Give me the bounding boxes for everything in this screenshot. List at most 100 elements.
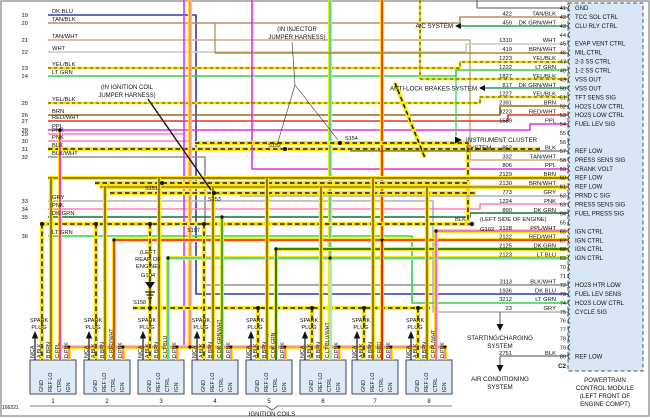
left-pin-number: 23 bbox=[22, 66, 28, 72]
coil-terminal-label: REF LO bbox=[156, 373, 162, 392]
pcm-pin-function: TCC SOL CTRL bbox=[575, 15, 619, 21]
wire bbox=[251, 0, 568, 170]
harness-note: JUMPER HARNESS) bbox=[98, 93, 155, 99]
pcm-pin-bracket bbox=[567, 76, 571, 83]
wire-color-label: BRN/WHT bbox=[529, 181, 557, 187]
spark-plug-arrow-icon bbox=[353, 331, 361, 339]
left-pin-number: 32 bbox=[22, 155, 28, 161]
wire-color-label: PPL bbox=[545, 119, 557, 125]
spark-plug-arrow-icon bbox=[301, 331, 309, 339]
splice-dot bbox=[328, 256, 332, 260]
splice-id: S157 bbox=[187, 228, 200, 234]
coil-wire-label: A BLK bbox=[145, 343, 151, 358]
ground-location-note: (LEFT SIDE OF ENGINE) bbox=[480, 217, 547, 223]
pcm-pin-function: 2-3 SS CTRL bbox=[575, 60, 611, 66]
pcm-pin-number: 45 bbox=[560, 42, 566, 48]
wire-circuit-number: 3113 bbox=[500, 279, 512, 285]
wire-color-label: BRN bbox=[544, 101, 556, 107]
coil-number: 6 bbox=[321, 399, 325, 405]
left-pin-number: 34 bbox=[22, 207, 29, 213]
pcm-pin-number: 46 bbox=[560, 51, 566, 57]
coil-wire-label: C LT BLU bbox=[163, 335, 169, 358]
left-pin-number: 25 bbox=[22, 101, 28, 107]
splice-dot bbox=[443, 345, 447, 349]
pcm-pin-function: PRESS SENS SIG bbox=[575, 158, 626, 164]
left-pin-wire-color: PNK bbox=[52, 135, 64, 141]
coil-wire-label: D PNK bbox=[64, 342, 70, 358]
spark-plug-label: PLUG bbox=[139, 325, 154, 331]
wire-circuit-number: 2391 bbox=[499, 101, 512, 107]
system-ref: AIR CONDITIONING bbox=[471, 376, 529, 383]
pcm-pin-number: 65 bbox=[560, 220, 566, 226]
coil-group-brace bbox=[30, 405, 452, 411]
left-pin-wire-color: DK BLU bbox=[52, 9, 73, 15]
pcm-pin-number: 75 bbox=[560, 310, 566, 316]
pcm-pin-bracket bbox=[567, 49, 571, 56]
pcm-pin-number: 57 bbox=[560, 149, 566, 155]
wire-color-label: TAN/WHT bbox=[530, 154, 556, 160]
pcm-pin-bracket bbox=[567, 353, 571, 360]
spark-plug-label: PLUG bbox=[193, 325, 208, 331]
coil-number: 7 bbox=[373, 399, 377, 405]
wire bbox=[48, 114, 568, 122]
splice-dot bbox=[283, 147, 287, 151]
coil-terminal-label: IGN bbox=[442, 382, 448, 392]
splice-dot bbox=[175, 345, 179, 349]
coil-wire-label: C DK GRN/WHT bbox=[217, 319, 223, 358]
junction-layer bbox=[31, 4, 571, 372]
left-pin-number: 19 bbox=[22, 13, 28, 19]
left-pin-wire-color: WHT bbox=[52, 46, 66, 52]
wire-circuit-number: 890 bbox=[502, 208, 512, 214]
pcm-pin-function: VSS OUT bbox=[575, 86, 602, 92]
coil-wire-label: B BRN bbox=[262, 342, 268, 358]
pcm-pin-bracket bbox=[567, 192, 571, 199]
callout-line bbox=[291, 41, 296, 86]
spark-plug-arrow-icon bbox=[193, 331, 201, 339]
coil-wire-label: D PNK bbox=[280, 342, 286, 358]
splice-dot bbox=[121, 345, 125, 349]
wire-circuit-number: 2122 bbox=[499, 235, 512, 241]
pcm-pin-function: GND bbox=[575, 6, 589, 12]
wire-color-label: DK GRN bbox=[533, 208, 556, 214]
coil-wire-label: N/CA bbox=[30, 345, 36, 358]
pcm-pin-bracket bbox=[567, 326, 571, 333]
splice-dot bbox=[220, 215, 224, 219]
coil-number: 8 bbox=[427, 399, 431, 405]
coil-terminal-label: GND bbox=[415, 380, 421, 392]
left-pin-number: 22 bbox=[22, 50, 28, 56]
pcm-module-name: (LEFT FRONT OF bbox=[580, 393, 631, 400]
pcm-pin-function: HO2S HTR LOW bbox=[575, 283, 621, 289]
pcm-pin-bracket bbox=[567, 31, 571, 39]
right-arrow-icon bbox=[455, 136, 462, 144]
ignition-coil-box bbox=[137, 359, 185, 395]
coil-terminal-label: CTRL bbox=[433, 378, 439, 392]
wire bbox=[48, 105, 568, 116]
left-pin-number: 35 bbox=[22, 215, 28, 221]
splice-dot bbox=[274, 247, 278, 251]
pcm-pin-number: 66 bbox=[560, 229, 566, 235]
pcm-pin-number: 78 bbox=[560, 337, 566, 343]
coil-number: 4 bbox=[213, 399, 217, 405]
pcm-pin-bracket bbox=[567, 102, 571, 110]
coil-wire-label: N/CA bbox=[192, 345, 198, 358]
splice-dot bbox=[58, 128, 62, 132]
coil-terminal-label: CTRL bbox=[379, 378, 385, 392]
pcm-pin-number: 49 bbox=[560, 77, 566, 83]
pcm-pin-function: TFT SENS SIG bbox=[575, 95, 616, 101]
splice-dot bbox=[362, 306, 366, 310]
wire-color-label: BRN/WHT bbox=[529, 47, 557, 53]
left-pin-number: 31 bbox=[22, 147, 28, 153]
coil-terminal-label: GND bbox=[201, 380, 207, 392]
splice-dot bbox=[416, 306, 420, 310]
pcm-pin-bracket bbox=[567, 183, 571, 190]
coil-terminal-label: REF LO bbox=[370, 373, 376, 392]
left-pin-wire-color: LT GRN bbox=[52, 70, 73, 76]
system-ref: SYSTEM bbox=[487, 384, 512, 391]
left-pin-wire-color: GRY bbox=[52, 195, 65, 201]
wire-circuit-number: 2128 bbox=[499, 226, 512, 232]
pcm-pin-number: 62 bbox=[560, 194, 566, 200]
coil-number: 5 bbox=[267, 399, 271, 405]
coil-wire-label: A BLK bbox=[91, 343, 97, 358]
wire-color-label: LT BLU bbox=[537, 253, 556, 259]
